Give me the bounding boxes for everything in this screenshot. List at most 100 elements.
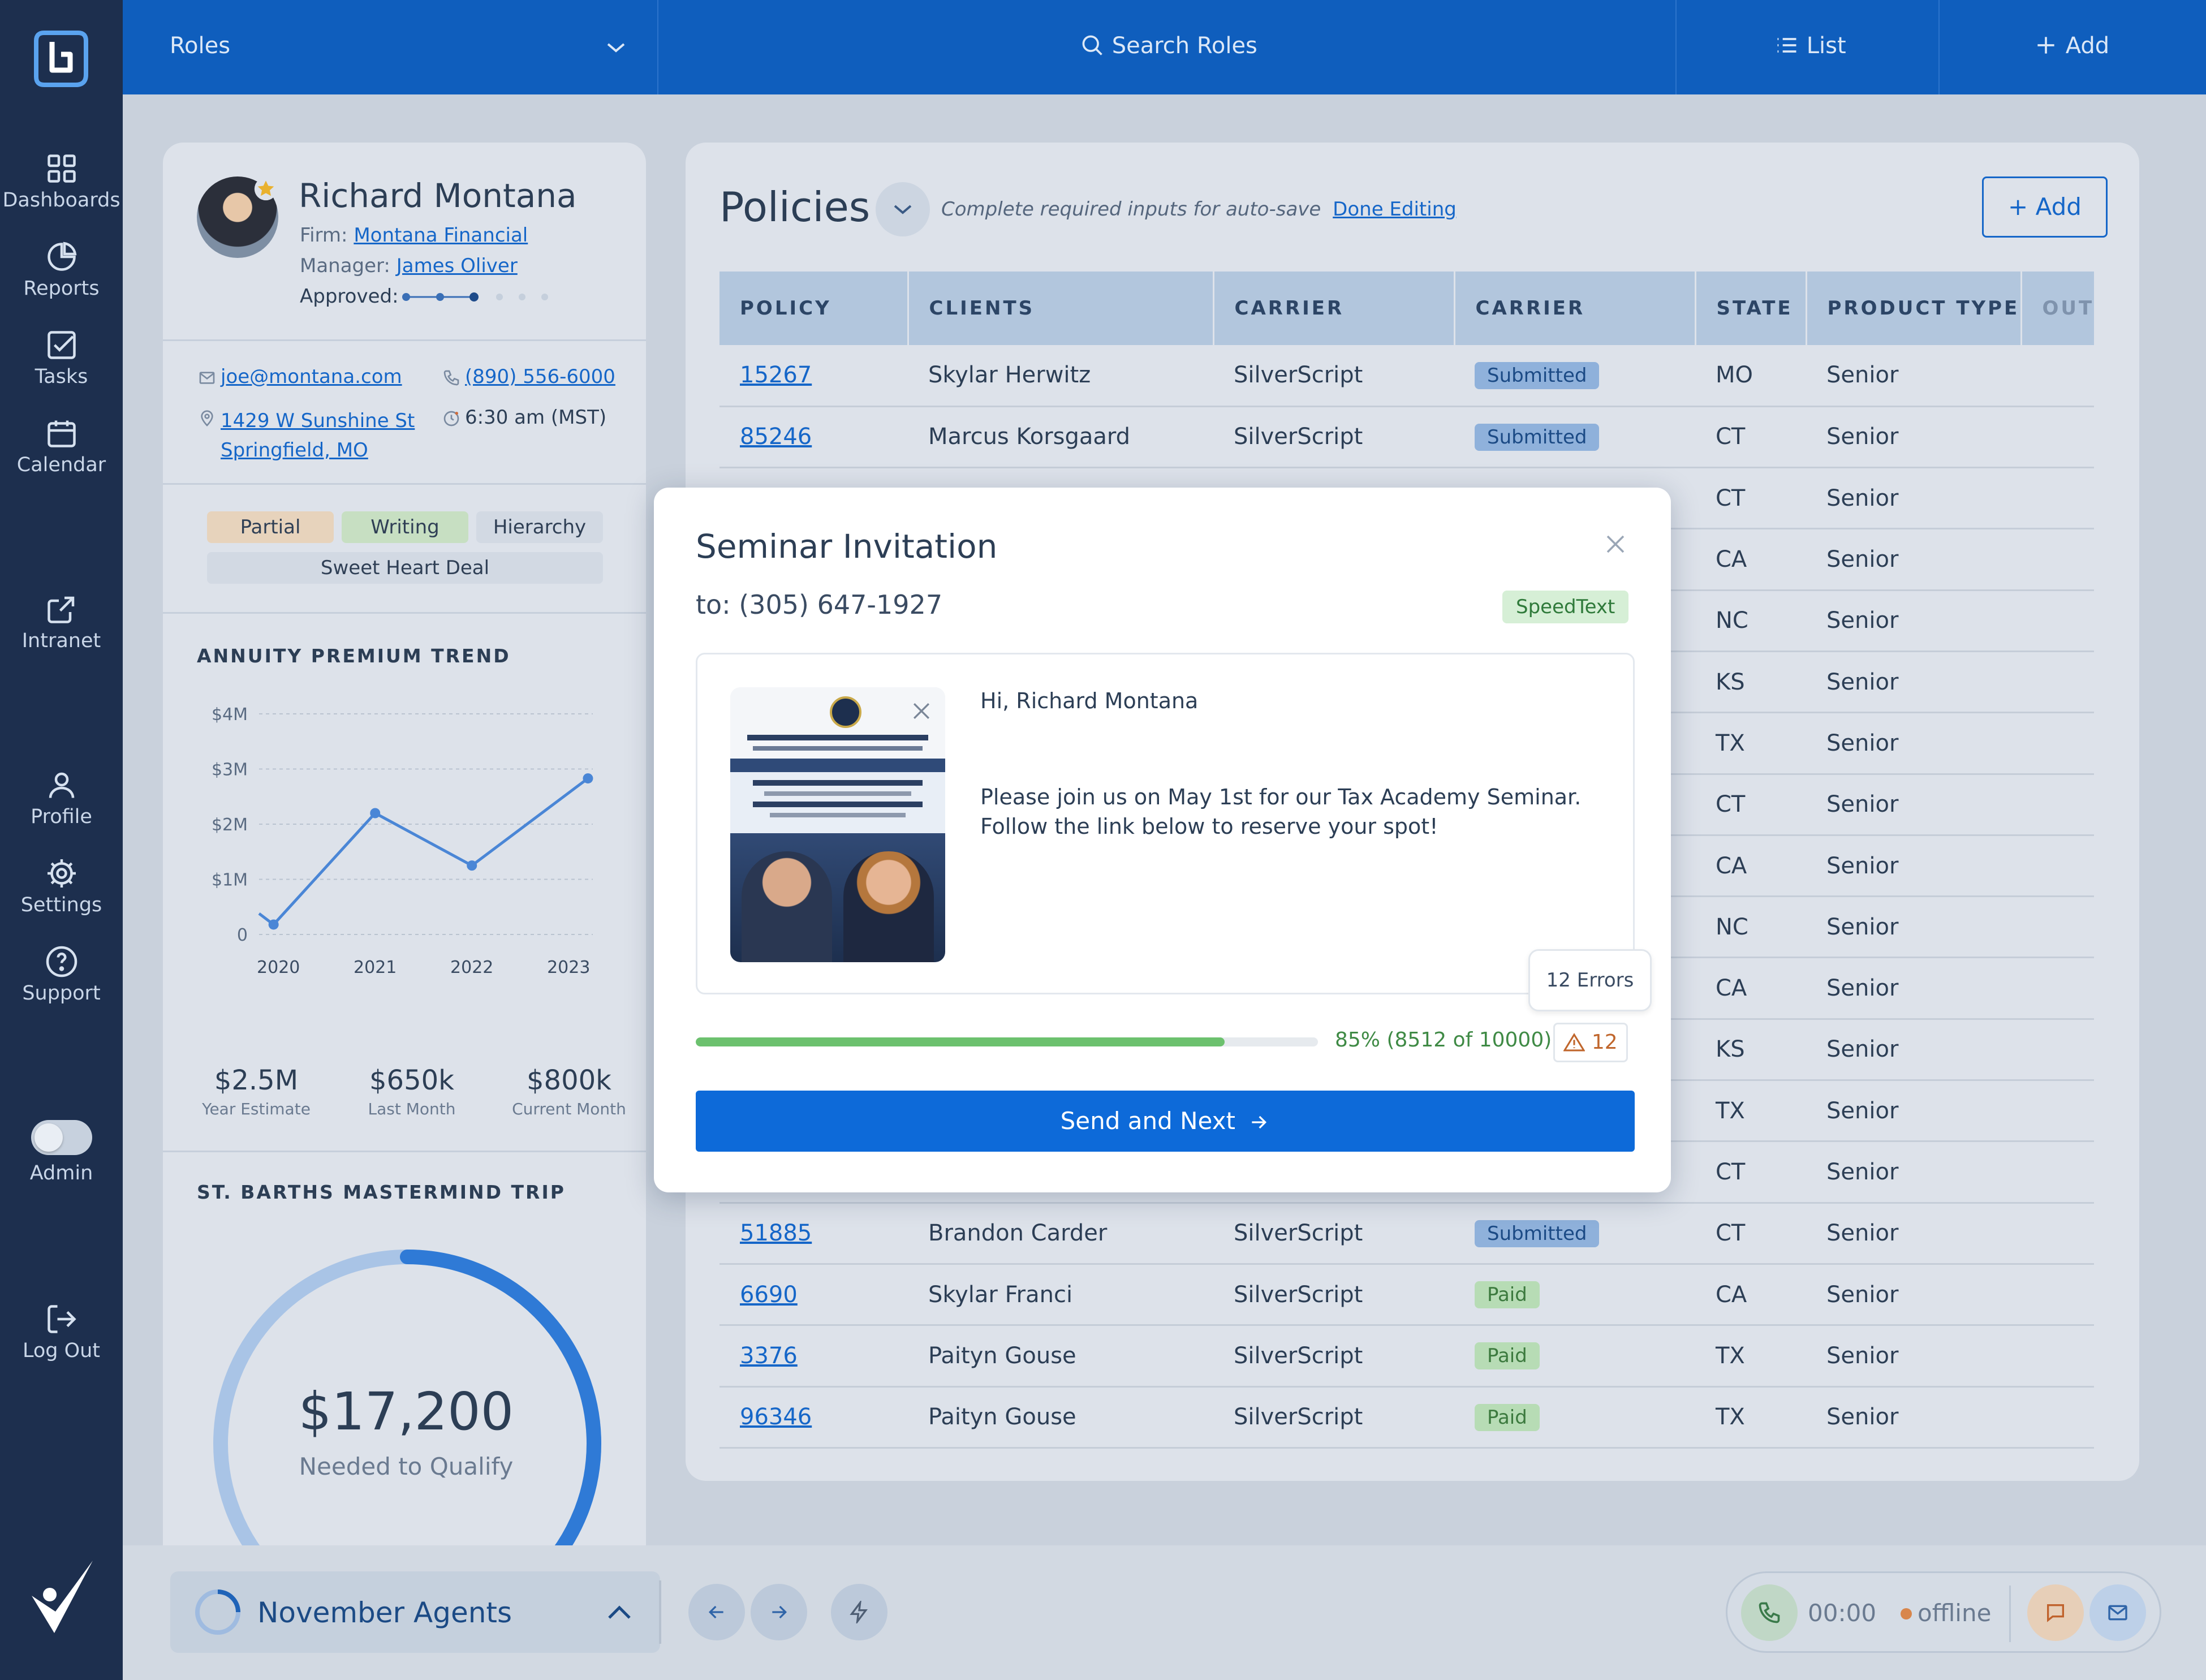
nav-label: Support: [22, 982, 101, 1005]
email-link[interactable]: joe@montana.com: [221, 365, 402, 388]
add-policy-button[interactable]: + Add: [1982, 176, 2108, 238]
send-and-next-button[interactable]: Send and Next: [696, 1091, 1635, 1152]
list-view-button[interactable]: List: [1774, 33, 1846, 59]
arrow-left-icon: [708, 1605, 723, 1619]
call-button[interactable]: [1741, 1584, 1798, 1641]
nav-support[interactable]: Support: [0, 945, 123, 1005]
y-tick-label: $1M: [212, 871, 248, 890]
x-tick-label: 2022: [450, 958, 493, 977]
tag-writing[interactable]: Writing: [342, 511, 468, 543]
table-cell: Senior: [1806, 1141, 2021, 1204]
table-cell: CT: [1695, 1203, 1806, 1265]
tag-partial[interactable]: Partial: [207, 511, 334, 543]
col-clients[interactable]: CLIENTS: [908, 272, 1214, 345]
table-cell: CA: [1695, 835, 1806, 898]
nav-tasks[interactable]: Tasks: [0, 328, 123, 388]
table-cell: [2021, 774, 2094, 836]
done-editing-link[interactable]: Done Editing: [1333, 198, 1457, 221]
product-type: Senior: [1826, 362, 1899, 389]
phone-link[interactable]: (890) 556-6000: [465, 365, 615, 388]
admin-toggle[interactable]: [31, 1120, 92, 1155]
table-cell: MO: [1695, 345, 1806, 407]
table-row[interactable]: 85246 Marcus Korsgaard SilverScript Submitt…: [719, 406, 2094, 469]
table-cell: Senior: [1806, 590, 2021, 652]
col-carrier[interactable]: CARRIER: [1213, 272, 1455, 345]
table-row[interactable]: 6690 Skylar Franci SilverScript Paid CA Senio…: [719, 1264, 2094, 1326]
table-cell: Paid: [1454, 1386, 1695, 1449]
carrier-name: SilverScript: [1234, 362, 1363, 389]
next-button[interactable]: [751, 1584, 807, 1640]
clock-icon: [443, 411, 459, 427]
tag-sweet-heart-deal[interactable]: Sweet Heart Deal: [207, 552, 603, 584]
previous-button[interactable]: [688, 1584, 745, 1640]
nav-intranet[interactable]: Intranet: [0, 592, 123, 652]
table-cell: SilverScript: [1213, 345, 1454, 407]
policy-link[interactable]: 15267: [740, 362, 812, 389]
table-cell: Paityn Gouse: [908, 1325, 1213, 1388]
chevron-down-icon[interactable]: [605, 40, 627, 55]
policy-link[interactable]: 51885: [740, 1220, 812, 1247]
table-cell: CT: [1695, 1141, 1806, 1204]
address-link[interactable]: 1429 W Sunshine St Springfield, MO: [221, 406, 415, 465]
carrier-name: SilverScript: [1234, 1220, 1363, 1247]
table-row[interactable]: 51885 Brandon Carder SilverScript Submitted…: [719, 1203, 2094, 1265]
nav-calendar[interactable]: Calendar: [0, 416, 123, 476]
tag-hierarchy[interactable]: Hierarchy: [476, 511, 603, 543]
firm-link[interactable]: Montana Financial: [354, 224, 528, 247]
checkbox-icon: [47, 331, 76, 359]
nav-settings[interactable]: Settings: [0, 856, 123, 916]
policy-link[interactable]: 96346: [740, 1404, 812, 1431]
table-cell: KS: [1695, 651, 1806, 714]
col-carrier-status[interactable]: CARRIER: [1454, 272, 1696, 345]
policy-link[interactable]: 85246: [740, 424, 812, 450]
y-tick-label: $3M: [212, 760, 248, 780]
error-count-button[interactable]: 12: [1553, 1023, 1628, 1062]
product-type: Senior: [1826, 914, 1899, 940]
nav-profile[interactable]: Profile: [0, 768, 123, 828]
state-code: KS: [1716, 1036, 1745, 1063]
table-cell: [2021, 1080, 2094, 1143]
manager-link[interactable]: James Oliver: [396, 255, 518, 277]
table-cell: Paid: [1454, 1264, 1695, 1326]
table-row[interactable]: 15267 Skylar Herwitz SilverScript Submitted…: [719, 345, 2094, 407]
col-outs[interactable]: OUTS: [2021, 272, 2094, 345]
nav-dashboards[interactable]: Dashboards: [0, 152, 123, 212]
table-row[interactable]: 96346 Paityn Gouse SilverScript Paid TX Senio…: [719, 1386, 2094, 1449]
nav-logout[interactable]: Log Out: [0, 1302, 123, 1362]
chat-button[interactable]: [2027, 1584, 2084, 1641]
lightning-icon: [850, 1601, 868, 1623]
search-icon: [1082, 35, 1102, 55]
policies-dropdown-button[interactable]: [876, 182, 930, 236]
search-label: Search Roles: [1111, 33, 1257, 59]
grid-icon: [47, 154, 76, 183]
message-line: Please join us on May 1st for our Tax Ac…: [980, 785, 1582, 809]
divider: [2009, 1586, 2011, 1642]
col-product-type[interactable]: PRODUCT TYPE: [1806, 272, 2022, 345]
y-tick-label: $4M: [212, 705, 248, 725]
close-icon[interactable]: [1602, 531, 1629, 558]
x-tick-label: 2023: [547, 958, 590, 977]
agent-group-selector[interactable]: November Agents: [170, 1571, 660, 1653]
product-type: Senior: [1826, 1159, 1899, 1185]
search-roles-button[interactable]: Search Roles: [1080, 33, 1257, 59]
email-button[interactable]: [2089, 1584, 2146, 1641]
table-row[interactable]: 3376 Paityn Gouse SilverScript Paid TX Senior: [719, 1325, 2094, 1388]
status-badge: Submitted: [1475, 423, 1600, 451]
table-cell: NC: [1695, 896, 1806, 959]
col-state[interactable]: STATE: [1695, 272, 1807, 345]
quick-action-button[interactable]: [831, 1584, 887, 1640]
col-policy[interactable]: POLICY: [719, 272, 909, 345]
policy-link[interactable]: 6690: [740, 1281, 798, 1308]
status-badge: Paid: [1475, 1403, 1540, 1431]
logout-icon: [47, 1305, 76, 1333]
table-cell: CA: [1695, 528, 1806, 591]
table-cell: SilverScript: [1213, 1203, 1454, 1265]
roles-dropdown[interactable]: Roles: [170, 33, 230, 59]
state-code: CA: [1716, 975, 1747, 1002]
remove-image-icon[interactable]: [909, 699, 934, 723]
mail-icon: [2108, 1605, 2127, 1621]
policy-link[interactable]: 3376: [740, 1342, 798, 1369]
nav-reports[interactable]: Reports: [0, 240, 123, 300]
add-role-button[interactable]: Add: [2033, 33, 2109, 59]
gear-icon: [47, 859, 76, 888]
